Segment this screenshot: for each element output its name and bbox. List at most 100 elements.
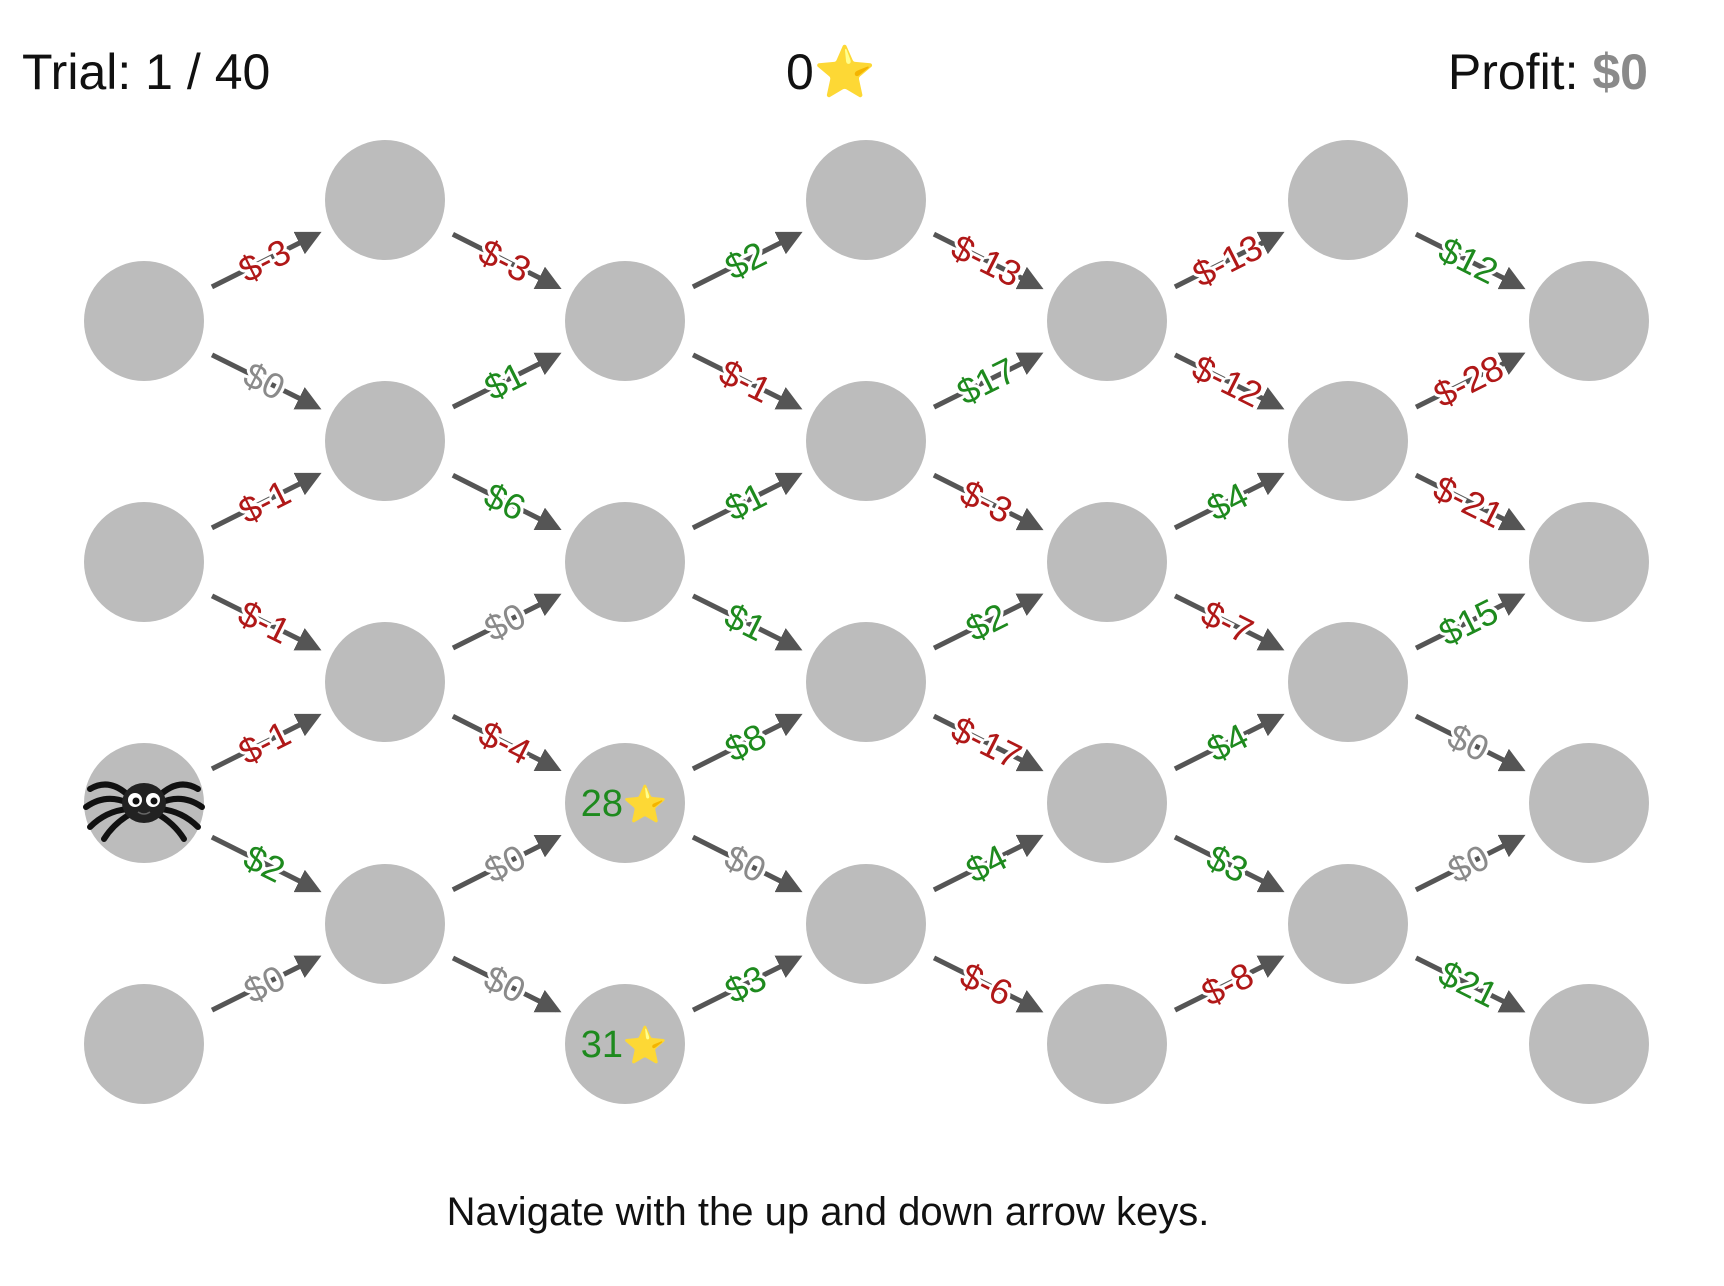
state-node: [565, 261, 685, 381]
state-node-circle: [1047, 984, 1167, 1104]
edge-reward-label: $0: [478, 836, 532, 891]
edge-arrow-36: [1414, 352, 1526, 410]
state-node-circle: [1288, 140, 1408, 260]
state-node: [1288, 864, 1408, 984]
edge-reward-label: $0: [1441, 836, 1495, 891]
state-node-circle: [1288, 864, 1408, 984]
edge-arrow-6: [210, 955, 322, 1013]
edge-reward-label: $4: [1200, 474, 1254, 529]
state-node: [325, 864, 445, 984]
edge-arrow-20: [691, 955, 803, 1013]
edge-reward-label: $-6: [954, 954, 1019, 1014]
edge-arrow-15: [691, 352, 803, 410]
star-icon: ⭐: [623, 784, 668, 825]
state-node: [1529, 502, 1649, 622]
edge-reward-label: $2: [718, 233, 772, 288]
state-node-circle: [1047, 743, 1167, 863]
edge-arrow-16: [691, 472, 803, 531]
state-node: [806, 622, 926, 742]
state-node: [806, 381, 926, 501]
edge-reward-label: $17: [950, 349, 1022, 412]
edge-reward-label: $-17: [945, 708, 1028, 777]
edge-reward-label: $3: [718, 957, 772, 1012]
trial-label: Trial:: [22, 44, 132, 100]
edge-reward-label: $-1: [232, 713, 297, 773]
edge-arrow-37: [1414, 472, 1526, 531]
edge-reward-label: $15: [1432, 590, 1504, 653]
node-reward-value: 28: [581, 783, 623, 825]
edge-arrow-14: [691, 231, 803, 290]
edge-arrow-2: [210, 472, 322, 531]
edge-arrow-32: [1173, 713, 1285, 772]
edge-arrow-35: [1414, 231, 1526, 290]
edge-reward-label: $-4: [473, 712, 538, 772]
state-node: [325, 381, 445, 501]
edge-arrow-29: [1173, 352, 1285, 410]
edge-arrow-26: [932, 834, 1044, 893]
edge-reward-label: $6: [478, 474, 532, 529]
edge-reward-label: $0: [237, 957, 291, 1012]
state-node: [325, 140, 445, 260]
state-node: [1047, 743, 1167, 863]
edge-arrow-10: [451, 593, 562, 651]
edge-arrow-33: [1173, 834, 1285, 893]
state-node: [806, 140, 926, 260]
trial-counter: Trial: 1 / 40: [22, 40, 270, 104]
state-node: 28 ⭐: [565, 743, 685, 863]
state-node: [84, 502, 204, 622]
profit-label: Profit:: [1447, 44, 1579, 100]
edge-arrow-3: [210, 593, 322, 651]
edge-reward-label: $12: [1432, 229, 1504, 293]
edge-reward-label: $21: [1432, 952, 1504, 1015]
edge-arrow-11: [451, 713, 562, 772]
edge-reward-label: $-13: [1186, 226, 1269, 295]
edge-reward-label: $-3: [954, 472, 1019, 532]
edge-arrow-22: [932, 352, 1044, 410]
edge-reward-label: $3: [1200, 836, 1254, 891]
edge-reward-label: $-13: [945, 226, 1028, 295]
edge-arrow-39: [1414, 713, 1526, 772]
state-node-circle: [325, 864, 445, 984]
edge-reward-label: $-12: [1186, 347, 1269, 416]
edge-reward-label: $-8: [1195, 954, 1260, 1014]
edge-arrow-25: [932, 713, 1044, 772]
profit-value: $0: [1592, 44, 1648, 100]
edge-arrow-7: [451, 231, 562, 290]
edge-arrow-28: [1173, 231, 1285, 290]
edge-reward-label: $4: [1200, 715, 1254, 770]
edge-reward-label: $8: [718, 715, 772, 770]
state-node-circle: [84, 502, 204, 622]
edge-arrow-34: [1173, 955, 1285, 1013]
edge-arrow-27: [932, 955, 1044, 1013]
star-icon: ⭐: [813, 44, 877, 100]
edge-arrow-4: [210, 713, 322, 772]
state-node: [84, 261, 204, 381]
state-node: [1529, 261, 1649, 381]
edge-arrow-1: [210, 352, 322, 410]
edge-arrow-40: [1414, 834, 1526, 893]
state-node-circle: [565, 984, 685, 1104]
state-node-circle: [806, 381, 926, 501]
edge-reward-label: $-21: [1427, 467, 1510, 536]
state-node: [806, 864, 926, 984]
state-node-circle: [565, 743, 685, 863]
state-node: [1288, 622, 1408, 742]
edge-arrow-12: [451, 834, 562, 893]
node-reward-value: 31: [581, 1024, 623, 1066]
nodes-layer: 28 ⭐ 31 ⭐: [84, 140, 1649, 1104]
state-node-circle: [1529, 984, 1649, 1104]
state-node-circle: [1529, 502, 1649, 622]
edge-reward-label: $1: [718, 595, 772, 650]
state-node-circle: [806, 864, 926, 984]
edge-arrow-23: [932, 472, 1044, 531]
state-node-circle: [565, 502, 685, 622]
edge-reward-label: $4: [959, 836, 1013, 891]
edge-reward-label: $-28: [1427, 347, 1510, 416]
edge-reward-label: $1: [718, 474, 772, 529]
state-node-circle: [84, 984, 204, 1104]
edge-reward-label: $0: [1441, 715, 1495, 770]
state-node-circle: [325, 140, 445, 260]
state-node-circle: [1529, 743, 1649, 863]
